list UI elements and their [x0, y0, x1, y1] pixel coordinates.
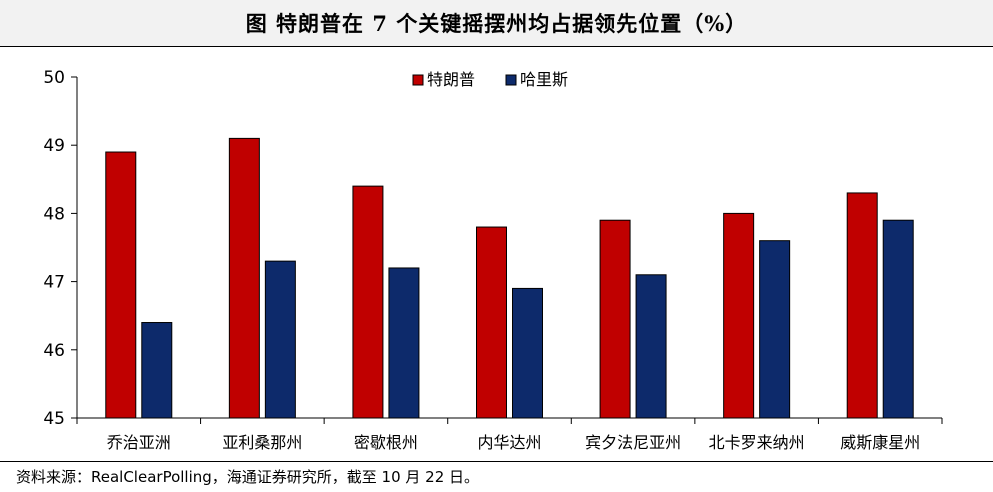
bar-harris — [141, 322, 173, 419]
bar-harris — [882, 219, 914, 419]
y-tick-label: 45 — [43, 409, 65, 429]
source-divider — [0, 461, 993, 462]
bar-harris — [635, 274, 667, 419]
category-label: 密歇根州 — [354, 433, 418, 452]
bar-trump — [723, 212, 755, 419]
y-tick-label: 50 — [43, 68, 65, 88]
bar-harris — [388, 267, 420, 419]
chart-axes: 45 46 47 48 49 50 — [43, 68, 943, 429]
chart-bars — [105, 137, 914, 419]
source-note: 资料来源：RealClearPolling，海通证券研究所，截至 10 月 22… — [16, 468, 480, 486]
legend-swatch — [412, 74, 424, 86]
bar-trump — [846, 192, 878, 419]
title-divider — [0, 46, 993, 47]
category-label: 北卡罗来纳州 — [709, 433, 805, 452]
category-labels: 乔治亚洲 亚利桑那州 密歇根州 内华达州 宾夕法尼亚州 北卡罗来纳州 威斯康星州 — [107, 433, 920, 452]
category-label: 内华达州 — [477, 433, 541, 452]
bar-harris — [512, 287, 543, 419]
bar-trump — [352, 185, 384, 419]
category-label: 宾夕法尼亚州 — [585, 433, 681, 452]
bar-trump — [105, 151, 137, 419]
legend-label: 哈里斯 — [520, 70, 568, 89]
y-tick-label: 48 — [43, 204, 65, 224]
y-tick-label: 49 — [43, 136, 65, 156]
y-tick-label: 46 — [43, 341, 65, 361]
category-label: 亚利桑那州 — [222, 433, 302, 452]
bar-trump — [228, 137, 260, 419]
category-label: 乔治亚洲 — [107, 433, 171, 452]
chart-legend: 特朗普 哈里斯 — [412, 70, 568, 89]
bar-harris — [759, 240, 791, 419]
y-tick-label: 47 — [43, 273, 65, 293]
legend-label: 特朗普 — [427, 70, 475, 89]
chart-title-bar: 图 特朗普在 7 个关键摇摆州均占据领先位置（%） — [0, 0, 993, 46]
chart-title: 图 特朗普在 7 个关键摇摆州均占据领先位置（%） — [245, 11, 748, 36]
bar-trump — [599, 219, 631, 419]
bar-harris — [264, 260, 296, 419]
bar-chart: 45 46 47 48 49 50 乔治亚洲 亚利桑那州 密歇根州 内华达州 宾夕法尼亚州 北卡罗来… — [43, 68, 943, 452]
category-label: 威斯康星州 — [840, 433, 920, 452]
legend-swatch — [505, 74, 517, 86]
bar-trump — [476, 226, 507, 419]
